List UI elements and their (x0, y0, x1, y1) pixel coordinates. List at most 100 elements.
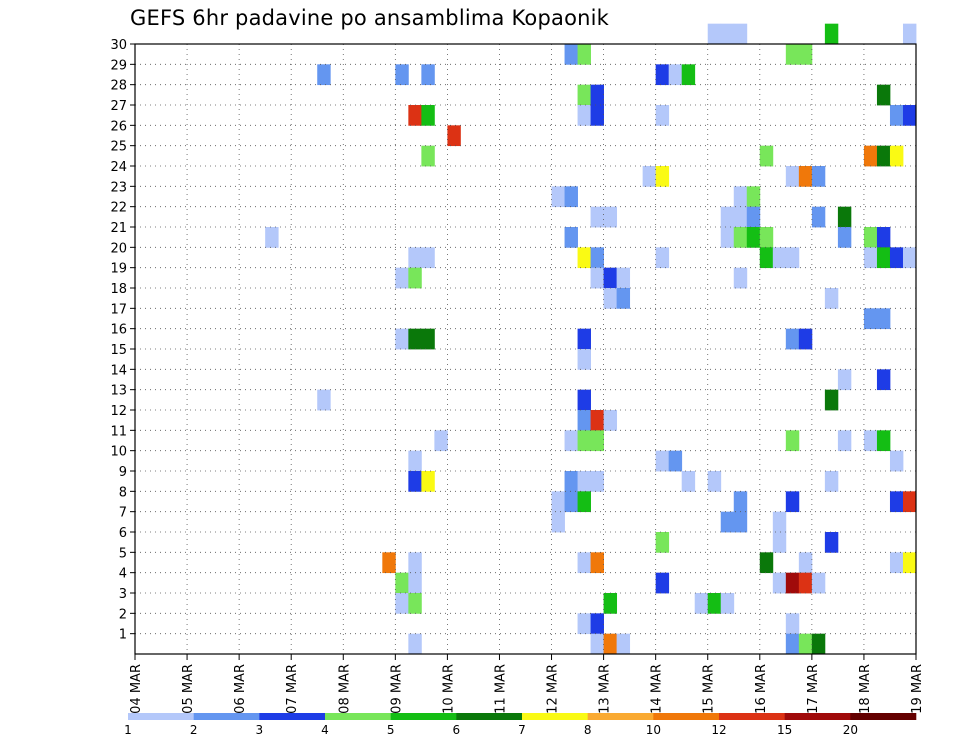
heatmap-cell (889, 450, 904, 472)
y-tick-label: 24 (110, 160, 127, 175)
heatmap-cell (590, 613, 604, 635)
heatmap-cell (395, 267, 409, 289)
heatmap-cell (772, 532, 787, 553)
heatmap-cell (577, 613, 591, 635)
heatmap-cell (408, 471, 422, 492)
heatmap-cell (317, 389, 331, 411)
x-tick-label: 11 MAR (493, 664, 508, 714)
heatmap-cell (421, 105, 435, 126)
y-tick-label: 29 (110, 58, 127, 73)
heatmap-cell (265, 227, 279, 248)
heatmap-cell (395, 593, 409, 614)
heatmap-cell (733, 227, 748, 248)
heatmap-cell (798, 166, 813, 187)
heatmap-cell (577, 410, 591, 431)
heatmap-cell (681, 471, 696, 492)
heatmap-cell (564, 491, 578, 513)
heatmap-cell (681, 64, 696, 86)
heatmap-cell (798, 633, 813, 655)
heatmap-cell (616, 288, 631, 309)
x-tick-label: 15 MAR (702, 664, 717, 714)
heatmap-cell (707, 471, 722, 492)
heatmap-cell (837, 227, 852, 248)
x-tick-label: 08 MAR (337, 664, 352, 714)
heatmap-cell (577, 105, 591, 126)
x-tick-label: 17 MAR (806, 664, 821, 714)
y-tick-label: 16 (110, 323, 127, 338)
heatmap-cell (720, 227, 735, 248)
heatmap-cell (577, 491, 591, 513)
y-tick-label: 21 (110, 221, 127, 236)
heatmap-cell (785, 247, 800, 269)
heatmap-cell (889, 491, 904, 513)
heatmap-cell (655, 532, 670, 553)
y-tick-label: 20 (110, 241, 127, 256)
x-tick-label: 13 MAR (598, 664, 613, 714)
heatmap-cell (590, 552, 604, 574)
heatmap-cell (902, 247, 917, 269)
heatmap-cell (733, 206, 748, 228)
y-tick-label: 17 (110, 302, 127, 317)
colorbar-label: 10 (646, 723, 661, 737)
heatmap-cell (668, 450, 683, 472)
heatmap-cell (382, 552, 396, 574)
heatmap-cell (720, 511, 735, 533)
colorbar-swatch (719, 713, 785, 720)
heatmap-cell (824, 288, 839, 309)
x-tick-label: 07 MAR (285, 664, 300, 714)
heatmap-cell (824, 389, 839, 411)
heatmap-cell (590, 84, 604, 106)
y-tick-label: 27 (110, 99, 127, 114)
heatmap-cells (265, 23, 917, 655)
y-tick-label: 9 (119, 465, 127, 480)
heatmap-cell (876, 227, 891, 248)
heatmap-cell (746, 186, 761, 208)
x-tick-label: 16 MAR (754, 664, 769, 714)
heatmap-cell (551, 186, 565, 208)
heatmap-cell (876, 430, 891, 452)
heatmap-cell (785, 572, 800, 594)
y-tick-label: 3 (119, 587, 127, 602)
colorbar-label: 7 (518, 723, 526, 737)
heatmap-cell (408, 450, 422, 472)
colorbar-label: 6 (453, 723, 461, 737)
heatmap-cell (408, 328, 422, 350)
x-tick-label: 18 MAR (858, 664, 873, 714)
y-tick-label: 22 (110, 201, 127, 216)
heatmap-cell (590, 633, 604, 655)
heatmap-cell (421, 471, 435, 492)
heatmap-cell (577, 44, 591, 65)
heatmap-cell (590, 247, 604, 269)
heatmap-cell (824, 471, 839, 492)
y-tick-label: 23 (110, 180, 127, 195)
heatmap-cell (798, 572, 813, 594)
colorbar-label: 15 (777, 723, 792, 737)
colorbar-swatch (128, 713, 194, 720)
x-tick-label: 19 MAR (910, 664, 925, 714)
y-tick-label: 19 (110, 262, 127, 277)
heatmap-cell (655, 105, 670, 126)
heatmap-cell (863, 308, 878, 330)
heatmap-cell (759, 145, 774, 167)
heatmap-cell (902, 491, 917, 513)
heatmap-cell (603, 206, 618, 228)
y-tick-label: 5 (119, 546, 127, 561)
heatmap-cell (590, 267, 604, 289)
heatmap-cell (577, 84, 591, 106)
heatmap-cell (408, 593, 422, 614)
heatmap-cell (746, 227, 761, 248)
y-tick-label: 1 (119, 628, 127, 643)
heatmap-cell (863, 145, 878, 167)
colorbar-label: 1 (124, 723, 132, 737)
y-tick-label: 12 (110, 404, 127, 419)
heatmap-cell (395, 64, 409, 86)
heatmap-cell (421, 328, 435, 350)
heatmap-cell (759, 552, 774, 574)
heatmap-cell (811, 572, 826, 594)
heatmap-cell (694, 593, 709, 614)
heatmap-cell (798, 44, 813, 65)
heatmap-cell (642, 166, 657, 187)
heatmap-cell (577, 552, 591, 574)
heatmap-cell (785, 328, 800, 350)
